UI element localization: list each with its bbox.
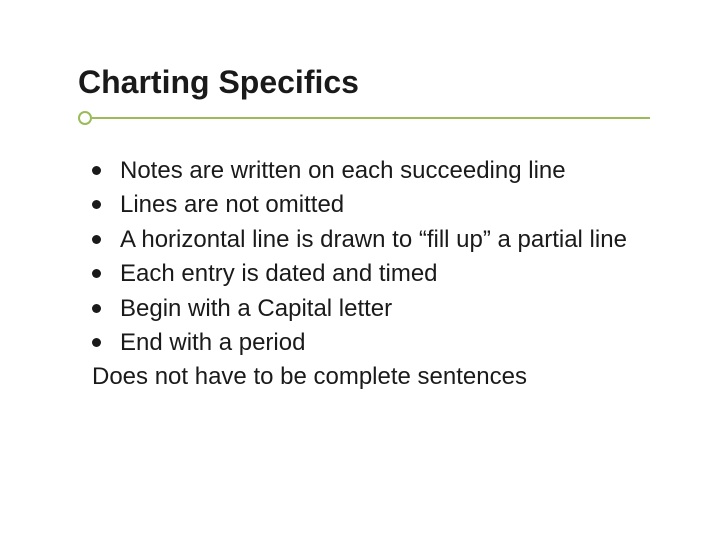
bullet-icon <box>92 269 101 278</box>
list-item-text: Each entry is dated and timed <box>120 260 438 287</box>
list-item-text: Lines are not omitted <box>120 191 344 218</box>
bullet-icon <box>92 235 101 244</box>
bullet-icon <box>92 166 101 175</box>
underline-line <box>92 117 650 119</box>
list-item: Begin with a Capital letter <box>92 293 650 325</box>
list-item: Lines are not omitted <box>92 189 650 221</box>
list-item: Each entry is dated and timed <box>92 258 650 290</box>
footer-text: Does not have to be complete sentences <box>92 361 650 393</box>
title-underline <box>78 111 650 125</box>
list-item: End with a period <box>92 327 650 359</box>
list-item: A horizontal line is drawn to “fill up” … <box>92 224 650 256</box>
list-item-text: End with a period <box>120 329 305 356</box>
bullet-icon <box>92 338 101 347</box>
underline-circle-icon <box>78 111 92 125</box>
list-item-text: Begin with a Capital letter <box>120 295 392 322</box>
list-item-text: Notes are written on each succeeding lin… <box>120 157 566 184</box>
bullet-icon <box>92 200 101 209</box>
slide: Charting Specifics Notes are written on … <box>0 0 720 540</box>
list-item: Notes are written on each succeeding lin… <box>92 155 650 187</box>
slide-title: Charting Specifics <box>78 64 650 101</box>
bullet-icon <box>92 304 101 313</box>
list-item-text: A horizontal line is drawn to “fill up” … <box>120 226 627 253</box>
slide-content: Notes are written on each succeeding lin… <box>78 155 650 394</box>
